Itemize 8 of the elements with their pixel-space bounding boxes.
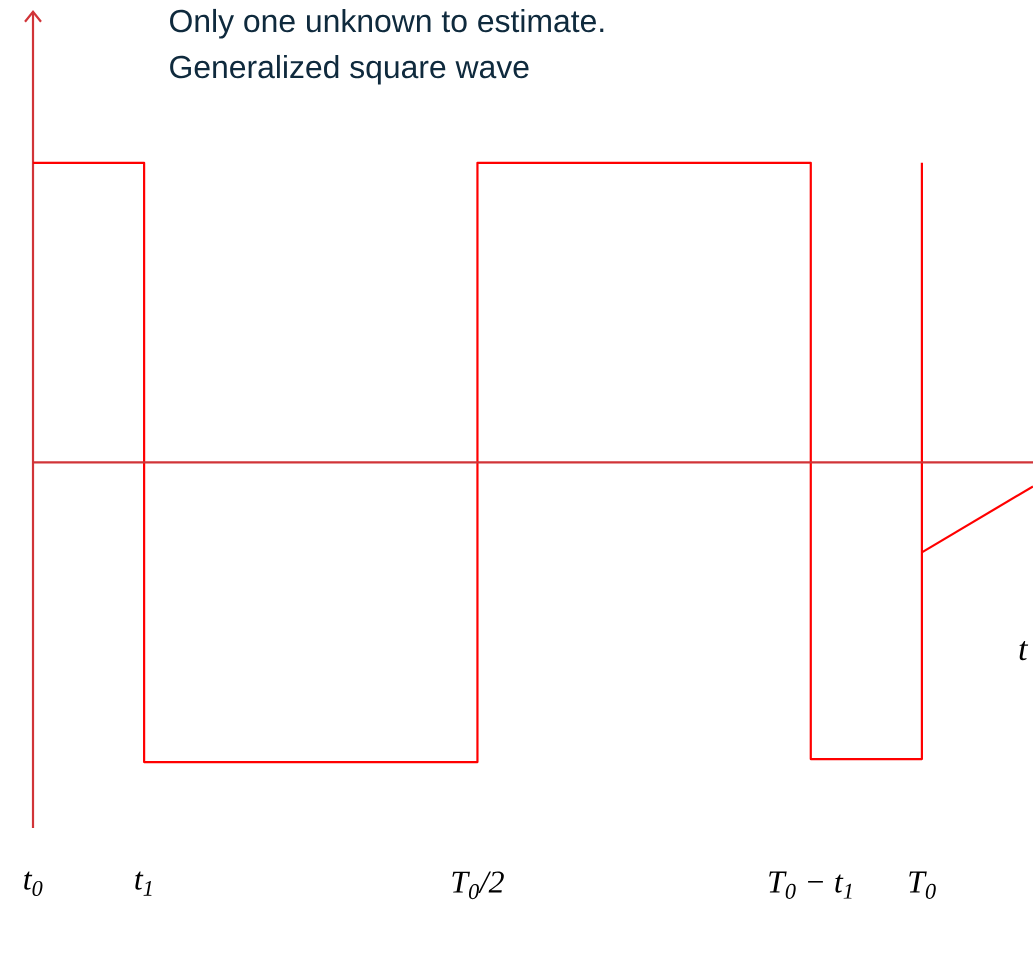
- x-tick-label: T$_{0}$/2: [452, 871, 504, 900]
- chart-subtitle: Generalized square wave: [170, 54, 529, 85]
- x-tick-label: T$_{0}$ − t$_{1}$: [769, 871, 852, 899]
- x-tick-label: t$_{1}$: [135, 871, 152, 896]
- chart-title: Only one unknown to estimate.: [170, 8, 604, 39]
- x-axis-title: t: [1019, 640, 1029, 661]
- x-tick-label: T$_{0}$: [909, 871, 936, 899]
- x-tick-label: t$_{0}$: [24, 871, 43, 896]
